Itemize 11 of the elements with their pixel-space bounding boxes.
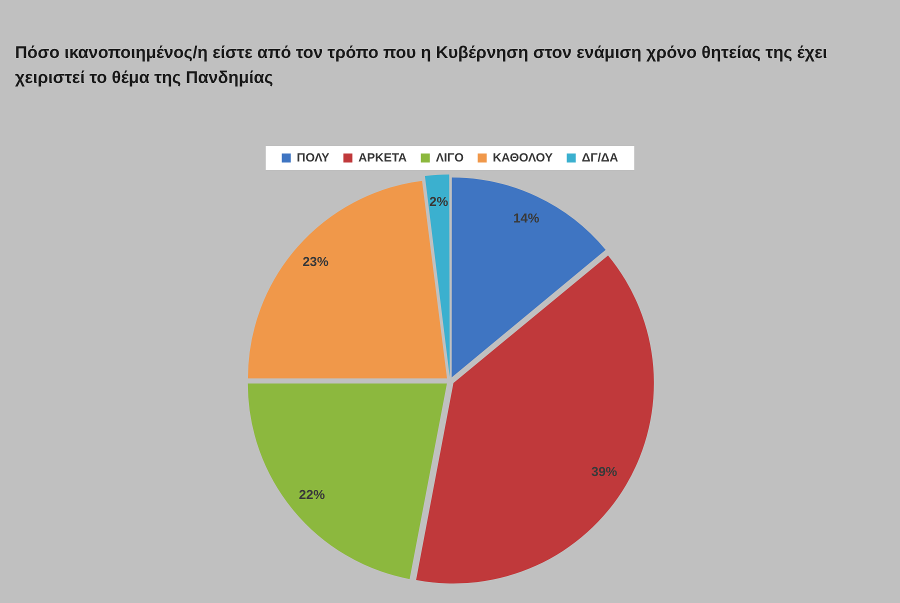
legend-label: ΑΡΚΕΤΑ bbox=[358, 150, 408, 164]
legend-label: ΚΑΘΟΛΟΥ bbox=[492, 150, 553, 164]
data-label: 22% bbox=[298, 486, 326, 502]
legend-label: ΠΟΛΥ bbox=[296, 150, 330, 164]
data-label: 39% bbox=[591, 464, 618, 479]
legend-label: ΛΙΓΟ bbox=[436, 150, 464, 164]
data-label: 23% bbox=[302, 254, 330, 270]
data-label: 14% bbox=[513, 210, 540, 226]
data-label: 2% bbox=[429, 194, 449, 209]
legend-label: ΔΓ/ΔΑ bbox=[582, 150, 619, 164]
chart-title: Πόσο ικανοποιημένος/η είστε από τον τρόπο που η Κυβέρνηση στον ενάμιση χρόνο θητείας της έχει χειριστεί το θέμα της Πανδημίας bbox=[15, 42, 828, 89]
